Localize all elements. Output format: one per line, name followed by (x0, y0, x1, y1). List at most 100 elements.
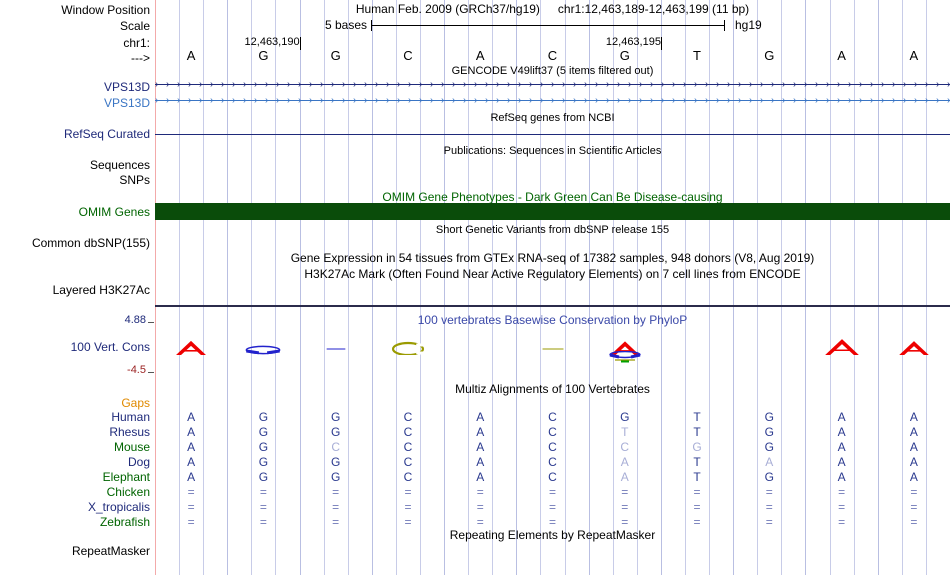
alignment-gap[interactable]: = (621, 500, 629, 514)
alignment-base[interactable]: G (331, 410, 341, 424)
alignment-gap[interactable]: = (910, 515, 918, 529)
conservation-logo-c[interactable] (530, 329, 576, 355)
gencode-row-0-label[interactable]: VPS13D (103, 80, 150, 94)
reference-base[interactable]: G (764, 48, 775, 63)
alignment-gap[interactable]: = (621, 485, 629, 499)
alignment-gap[interactable]: = (838, 500, 846, 514)
alignment-base[interactable]: G (258, 470, 269, 484)
alignment-gap[interactable]: = (259, 515, 267, 529)
alignment-gap[interactable]: = (910, 485, 918, 499)
alignment-gap[interactable]: = (765, 485, 773, 499)
alignment-gap[interactable]: = (404, 515, 412, 529)
alignment-base[interactable]: A (909, 425, 918, 439)
alignment-base[interactable]: A (187, 455, 196, 469)
conservation-logo-g[interactable] (313, 329, 359, 355)
conservation-logo-stack[interactable] (602, 351, 648, 363)
alignment-gap[interactable]: = (404, 485, 412, 499)
alignment-gap[interactable]: = (259, 485, 267, 499)
alignment-base[interactable]: A (476, 470, 485, 484)
species-label-rhesus[interactable]: Rhesus (109, 425, 150, 439)
gencode-row-1-label[interactable]: VPS13D (103, 96, 150, 110)
alignment-gap[interactable]: = (548, 500, 556, 514)
alignment-base[interactable]: A (476, 455, 485, 469)
repeatmasker-label[interactable]: RepeatMasker (71, 544, 150, 558)
species-label-dog[interactable]: Dog (127, 455, 150, 469)
alignment-base[interactable]: A (620, 455, 629, 469)
reference-base[interactable]: G (330, 48, 341, 63)
layered-h3k27ac-label[interactable]: Layered H3K27Ac (52, 283, 150, 297)
alignment-base[interactable]: A (837, 455, 846, 469)
alignment-base[interactable]: C (403, 440, 413, 454)
refseq-label[interactable]: RefSeq Curated (63, 127, 150, 141)
alignment-base[interactable]: T (621, 425, 629, 439)
alignment-base[interactable]: A (476, 425, 485, 439)
alignment-base[interactable]: T (693, 425, 701, 439)
alignment-base[interactable]: G (258, 440, 269, 454)
alignment-base[interactable]: A (837, 410, 846, 424)
alignment-base[interactable]: G (764, 425, 774, 439)
alignment-gap[interactable]: = (765, 515, 773, 529)
alignment-base[interactable]: C (548, 425, 557, 439)
reference-base[interactable]: A (909, 48, 919, 63)
conservation-logo-g[interactable] (240, 329, 286, 355)
species-label-elephant[interactable]: Elephant (102, 470, 150, 484)
reference-base[interactable]: C (403, 48, 413, 63)
alignment-gap[interactable]: = (187, 515, 195, 529)
alignment-base[interactable]: G (258, 455, 269, 469)
alignment-base[interactable]: A (909, 455, 918, 469)
alignment-base[interactable]: A (837, 440, 846, 454)
alignment-gap[interactable]: = (910, 500, 918, 514)
alignment-base[interactable]: G (331, 470, 341, 484)
alignment-gap[interactable]: = (187, 500, 195, 514)
alignment-base[interactable]: A (837, 470, 846, 484)
alignment-base[interactable]: G (258, 425, 269, 439)
alignment-base[interactable]: G (620, 410, 630, 424)
reference-base[interactable]: A (837, 48, 846, 63)
alignment-gap[interactable]: = (476, 500, 484, 514)
alignment-gap[interactable]: = (693, 500, 701, 514)
alignment-base[interactable]: A (476, 410, 485, 424)
alignment-base[interactable]: A (187, 425, 196, 439)
reference-base[interactable]: T (693, 48, 701, 63)
alignment-base[interactable]: G (764, 410, 774, 424)
alignment-base[interactable]: C (403, 410, 413, 424)
refseq-feature-line[interactable] (155, 134, 950, 135)
alignment-base[interactable]: G (331, 455, 341, 469)
alignment-gap[interactable]: = (548, 485, 556, 499)
publications-label-line1[interactable]: Sequences (89, 158, 150, 172)
alignment-gap[interactable]: = (332, 515, 340, 529)
conservation-logo-a[interactable] (819, 329, 865, 355)
alignment-base[interactable]: G (258, 410, 269, 424)
alignment-base[interactable]: G (331, 425, 341, 439)
conservation-label[interactable]: 100 Vert. Cons (70, 340, 150, 354)
alignment-base[interactable]: A (837, 425, 846, 439)
reference-base[interactable]: G (619, 48, 630, 63)
alignment-base[interactable]: A (620, 470, 629, 484)
alignment-base[interactable]: T (693, 410, 701, 424)
alignment-base[interactable]: T (693, 455, 701, 469)
alignment-gap[interactable]: = (548, 515, 556, 529)
alignment-gap[interactable]: = (476, 485, 484, 499)
alignment-gap[interactable]: = (332, 500, 340, 514)
alignment-base[interactable]: G (764, 440, 774, 454)
species-label-zebrafish[interactable]: Zebrafish (99, 515, 150, 529)
gencode-transcript-0[interactable]: › › › › › › › › › › › › › › › › › › › › › › › › › › › › › › › › › › › › › › › ›… (155, 79, 950, 90)
alignment-base[interactable]: A (909, 410, 918, 424)
species-label-x_tropicalis[interactable]: X_tropicalis (87, 500, 150, 514)
alignment-base[interactable]: C (331, 440, 340, 454)
alignment-base[interactable]: C (403, 455, 413, 469)
alignment-base[interactable]: A (909, 440, 918, 454)
alignment-base[interactable]: A (187, 470, 196, 484)
alignment-gap[interactable]: = (404, 500, 412, 514)
reference-base[interactable]: C (547, 48, 558, 63)
dbsnp-label[interactable]: Common dbSNP(155) (31, 236, 150, 250)
alignment-base[interactable]: C (548, 455, 557, 469)
alignment-base[interactable]: C (548, 410, 557, 424)
alignment-base[interactable]: C (620, 440, 630, 454)
alignment-base[interactable]: A (187, 410, 196, 424)
alignment-gap[interactable]: = (693, 515, 701, 529)
alignment-base[interactable]: T (693, 470, 701, 484)
reference-base[interactable]: A (186, 48, 196, 63)
